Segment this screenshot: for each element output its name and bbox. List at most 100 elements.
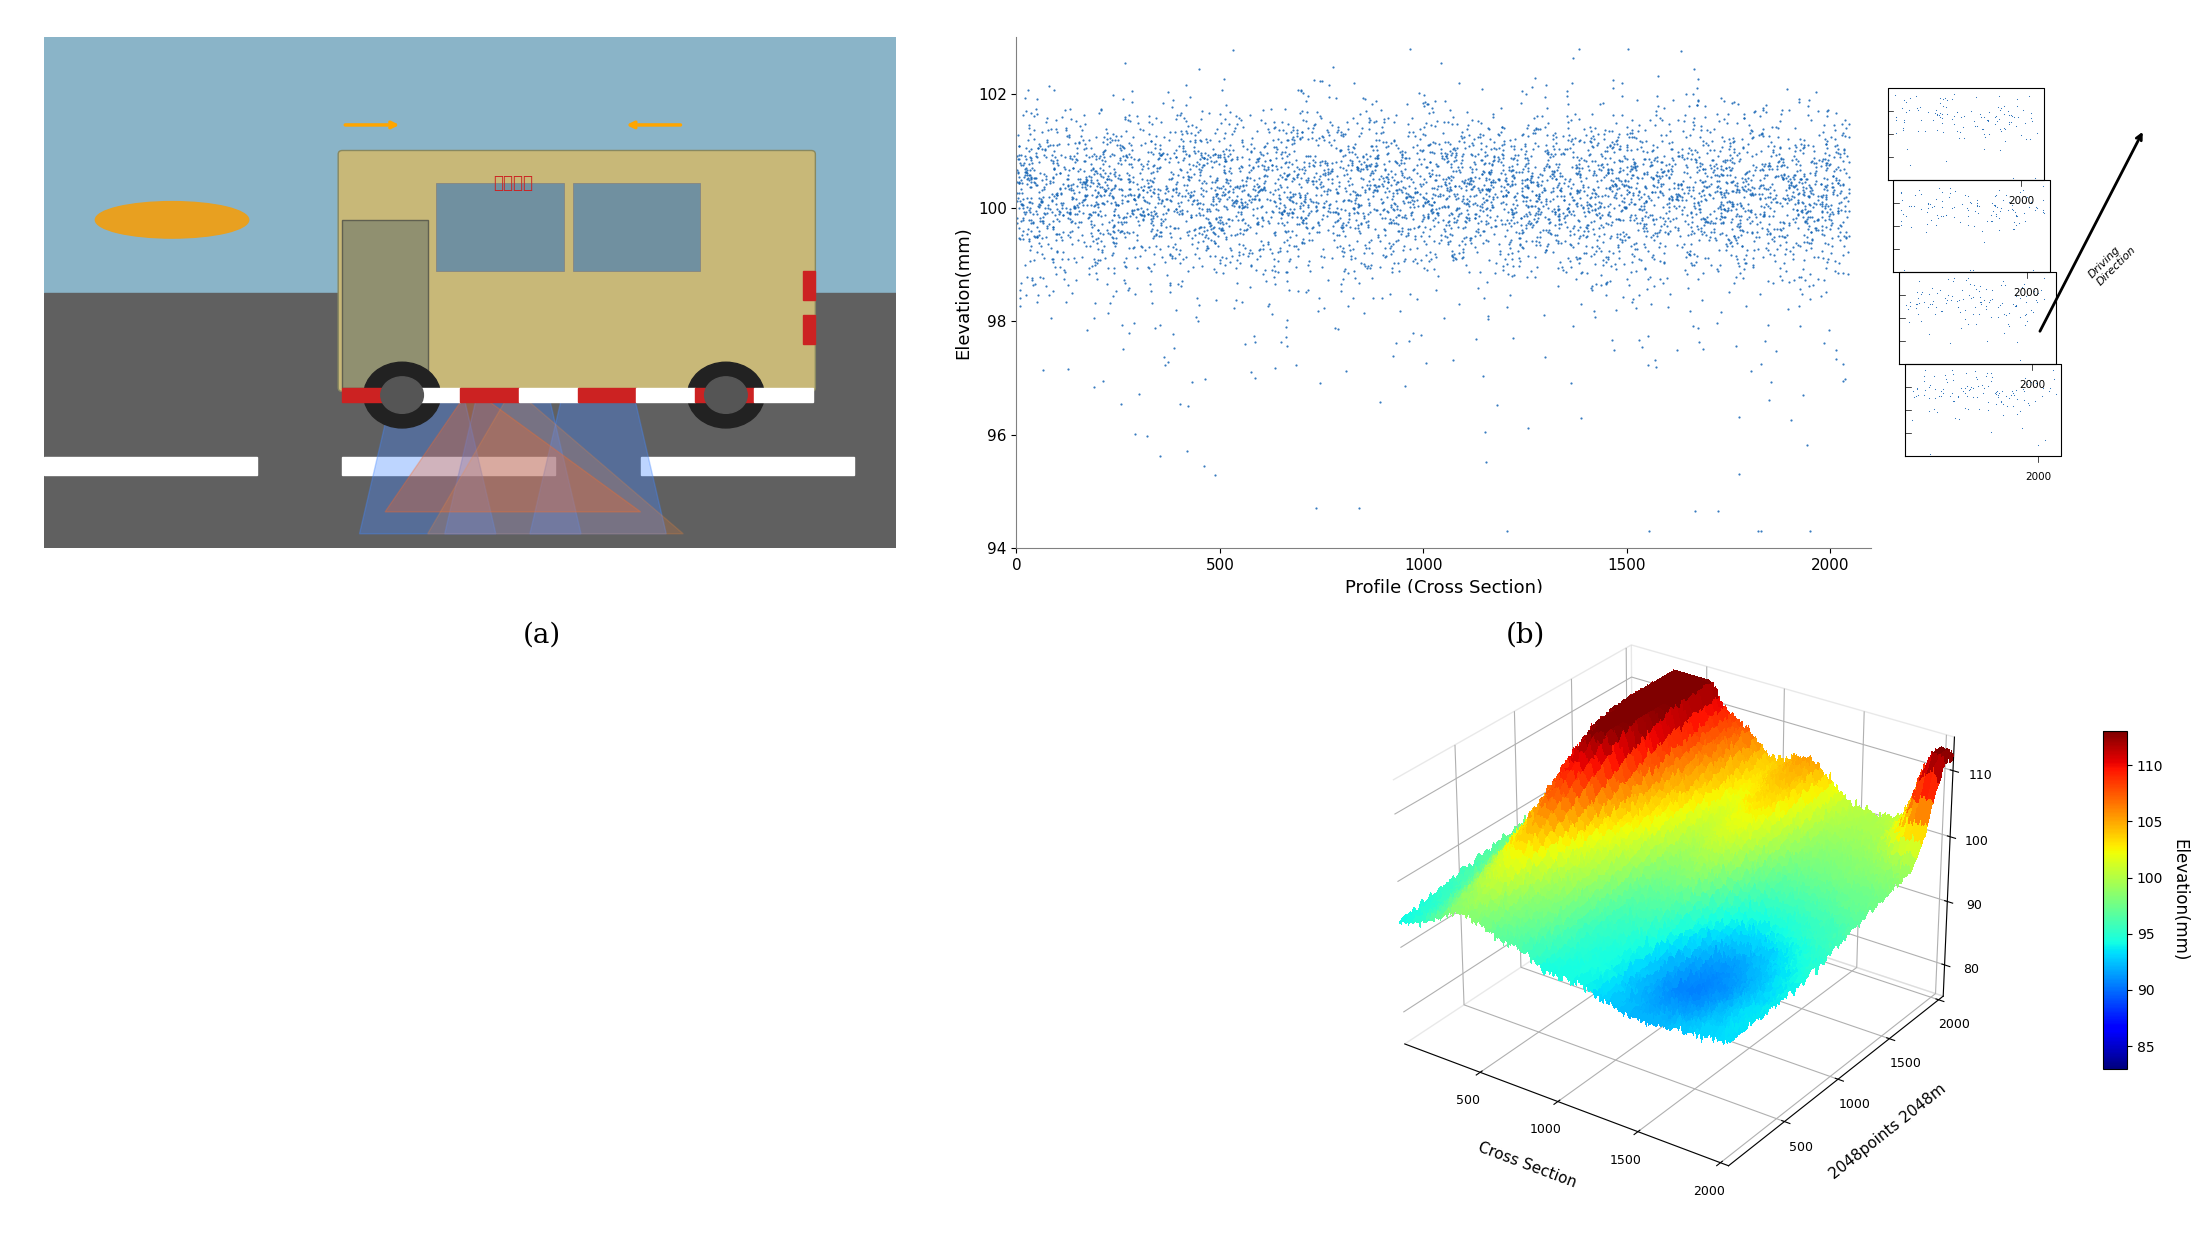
Point (1433, 157, 1468, 177)
Point (1742, 177, 1778, 197)
Point (1192, 103, 1227, 123)
Point (1685, 180, 1720, 200)
Point (1291, 195, 1327, 215)
Point (1066, 106, 1101, 126)
Point (1278, 157, 1313, 177)
Point (1981, 383, 2016, 403)
Point (1220, 178, 1256, 198)
Point (1324, 221, 1360, 241)
Point (1201, 211, 1236, 231)
Point (1599, 224, 1634, 244)
Point (1756, 141, 1791, 160)
Point (1448, 194, 1484, 214)
Point (1937, 107, 1972, 127)
Point (1114, 221, 1150, 241)
Point (1207, 179, 1243, 199)
Point (1422, 187, 1457, 207)
Point (1822, 192, 1857, 211)
Point (1647, 254, 1683, 274)
Point (1791, 207, 1826, 226)
Point (1114, 200, 1150, 220)
Point (1497, 187, 1532, 207)
Point (1024, 192, 1059, 211)
Point (1061, 159, 1097, 179)
Point (1603, 202, 1638, 221)
Point (1700, 501, 1736, 521)
Point (1592, 271, 1627, 291)
Point (1004, 194, 1039, 214)
Point (1587, 184, 1623, 204)
Point (1800, 209, 1835, 229)
Point (1554, 174, 1590, 194)
Point (1791, 219, 1826, 239)
Point (1360, 200, 1395, 220)
Point (1013, 236, 1048, 256)
Point (1694, 168, 1729, 188)
Point (1050, 174, 1086, 194)
Point (1957, 216, 1992, 236)
Point (1552, 172, 1587, 192)
Point (1523, 119, 1559, 139)
Point (1541, 154, 1576, 174)
Point (1439, 199, 1475, 219)
Point (1550, 86, 1585, 106)
Point (1240, 198, 1276, 218)
Point (1572, 132, 1607, 152)
Point (1610, 157, 1645, 177)
Point (1879, 111, 1915, 131)
Point (1771, 272, 1806, 292)
Point (1594, 330, 1630, 350)
Point (2025, 267, 2061, 287)
Point (1059, 251, 1094, 271)
Point (1813, 202, 1848, 221)
Point (1271, 251, 1307, 271)
Point (1809, 134, 1844, 154)
Point (1227, 220, 1262, 240)
Point (1375, 200, 1411, 220)
Point (1528, 207, 1563, 226)
Point (1037, 258, 1072, 277)
Point (1632, 187, 1667, 207)
Point (1890, 299, 1926, 318)
Point (1342, 197, 1377, 216)
Point (1484, 175, 1519, 195)
Point (1709, 202, 1744, 221)
Point (1523, 175, 1559, 195)
Point (1002, 137, 1037, 157)
Point (1574, 132, 1610, 152)
Point (1035, 146, 1070, 165)
Point (1791, 175, 1826, 195)
Point (1097, 215, 1132, 235)
Point (1503, 235, 1539, 255)
Point (1689, 211, 1725, 231)
Point (1497, 146, 1532, 165)
Point (1302, 287, 1338, 307)
Point (1406, 96, 1442, 116)
Point (1616, 153, 1652, 173)
Point (1444, 178, 1479, 198)
Point (1019, 241, 1055, 261)
Point (1541, 231, 1576, 251)
Point (1121, 187, 1156, 207)
Point (1271, 228, 1307, 248)
Point (1269, 203, 1304, 223)
Point (1271, 182, 1307, 202)
Point (1676, 178, 1711, 198)
Point (1010, 200, 1046, 220)
Point (1417, 133, 1453, 153)
Point (1369, 167, 1404, 187)
Point (1251, 231, 1287, 251)
Point (1596, 134, 1632, 154)
Point (1643, 168, 1678, 188)
Point (1035, 218, 1070, 238)
Point (1021, 152, 1057, 172)
Point (1782, 279, 1817, 299)
Point (1694, 221, 1729, 241)
Point (1541, 204, 1576, 224)
Point (1804, 185, 1840, 205)
Point (1678, 173, 1714, 193)
Point (1194, 230, 1229, 250)
Point (1373, 239, 1408, 259)
Point (1729, 174, 1764, 194)
Point (1685, 340, 1720, 360)
